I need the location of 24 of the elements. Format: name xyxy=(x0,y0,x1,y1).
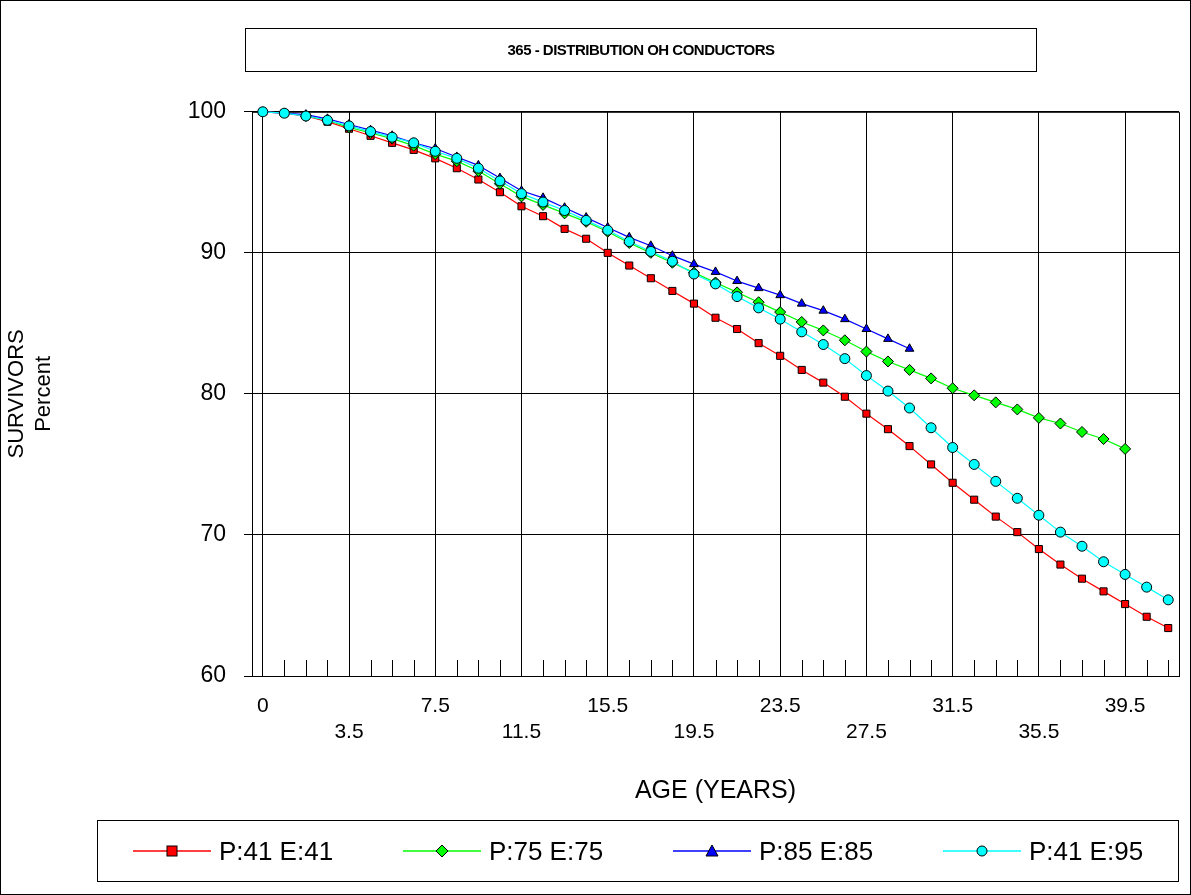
legend-label: P:85 E:85 xyxy=(758,835,874,867)
x-tick-label: 3.5 xyxy=(334,718,364,742)
x-tick-label: 11.5 xyxy=(501,718,542,742)
text: SURVIVORS xyxy=(3,329,29,459)
x-axis-title: AGE (YEARS) xyxy=(634,774,797,803)
legend-label: P:41 E:41 xyxy=(218,835,334,867)
x-tick-label: 31.5 xyxy=(932,693,974,717)
y-tick-label: 70 xyxy=(200,520,226,547)
legend-label: P:41 E:95 xyxy=(1028,835,1144,867)
x-tick-label: 7.5 xyxy=(420,693,450,717)
y-tick-label: 80 xyxy=(200,379,226,406)
x-tick-label: 0 xyxy=(256,693,269,717)
chart-title: 365 - DISTRIBUTION OH CONDUCTORS xyxy=(245,28,1037,72)
x-tick-label: 19.5 xyxy=(673,718,715,742)
y-tick-label: 100 xyxy=(187,97,226,124)
x-tick-label: 39.5 xyxy=(1104,693,1146,717)
y-tick-label: 90 xyxy=(200,238,226,265)
x-tick-label: 23.5 xyxy=(759,693,801,717)
legend-label: P:75 E:75 xyxy=(488,835,604,867)
x-tick-label: 27.5 xyxy=(845,718,887,742)
y-tick-label: 60 xyxy=(200,661,226,688)
x-tick-label: 15.5 xyxy=(587,693,629,717)
text: Percent xyxy=(29,355,55,432)
x-tick-label: 35.5 xyxy=(1018,718,1060,742)
